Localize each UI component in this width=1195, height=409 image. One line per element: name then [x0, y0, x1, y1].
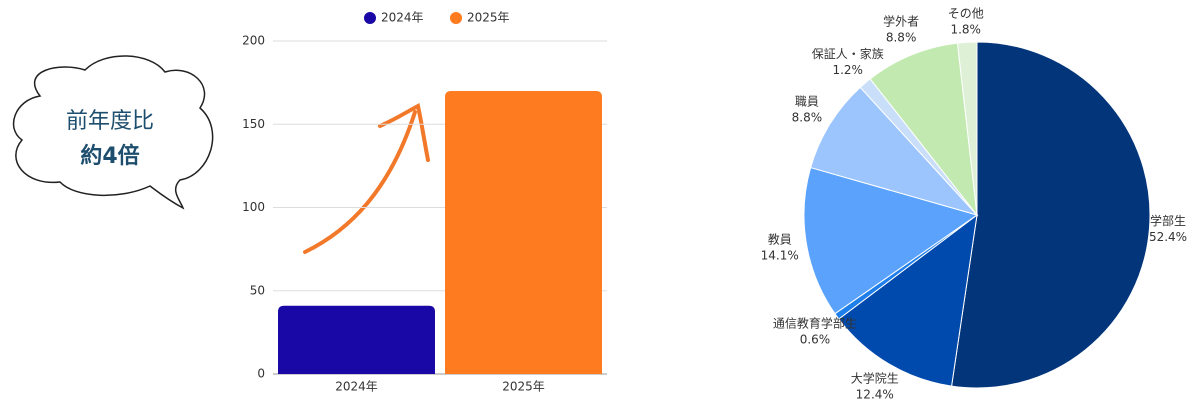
legend-marker — [364, 12, 376, 24]
x-tick-label: 2024年 — [335, 380, 378, 394]
slice-label: 教員 — [768, 231, 792, 246]
page: 前年度比 約4倍 0 50 100 150 200 2024年 2024年 2025年 2025… — [0, 0, 1195, 409]
slice-value-label: 1.2% — [832, 63, 863, 77]
pie-slice — [952, 42, 1150, 388]
x-tick-label: 2025年 — [502, 380, 545, 394]
arrow — [305, 106, 428, 252]
slice-label: 保証人・家族 — [812, 46, 884, 61]
callout-line: 前年度比 — [66, 109, 154, 134]
slice-label: その他 — [948, 7, 984, 21]
slice-value-label: 1.8% — [950, 23, 981, 37]
callout-line: 約4倍 — [80, 143, 139, 169]
legend-label: 2025年 — [467, 11, 510, 25]
slice-label: 学部生 — [1150, 213, 1186, 228]
slice-label: 学外者 — [883, 13, 919, 28]
y-tick-label: 150 — [242, 117, 265, 131]
slice-label: 職員 — [795, 94, 819, 108]
slice-value-label: 0.6% — [800, 333, 831, 347]
bar — [445, 91, 602, 374]
y-tick-label: 100 — [242, 200, 265, 214]
bar — [278, 306, 435, 374]
y-tick-label: 200 — [242, 34, 265, 48]
slice-value-label: 8.8% — [792, 110, 823, 124]
legend-label: 2024年 — [381, 11, 424, 25]
slice-value-label: 8.8% — [886, 30, 917, 44]
y-tick-label: 50 — [250, 283, 265, 297]
slice-value-label: 14.1% — [761, 248, 799, 262]
slice-value-label: 12.4% — [856, 387, 894, 401]
slice-label: 大学院生 — [851, 370, 899, 385]
y-tick-label: 0 — [257, 367, 265, 381]
legend-marker — [450, 12, 462, 24]
slice-value-label: 52.4% — [1149, 230, 1187, 244]
callout: 前年度比 約4倍 — [14, 56, 213, 208]
slice-label: 通信教育学部生 — [773, 316, 857, 331]
